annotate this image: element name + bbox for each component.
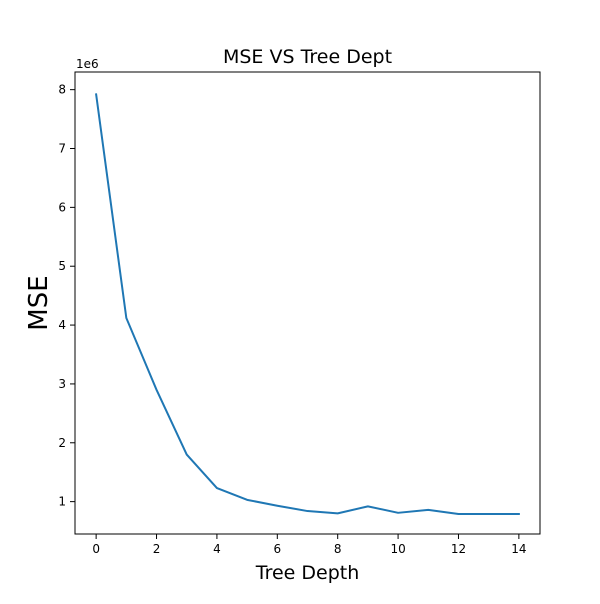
series-layer: [95, 93, 520, 515]
x-axis-label: Tree Depth: [255, 562, 360, 584]
series-line: [95, 93, 520, 515]
x-tick-label: 10: [390, 542, 405, 556]
y-tick-label: 2: [58, 436, 66, 450]
x-tick-label: 0: [92, 542, 100, 556]
y-axis-label: MSE: [24, 275, 54, 330]
y-tick-label: 4: [58, 318, 66, 332]
y-axis-ticks: 1 2 3 4 5 6 7 8: [58, 83, 75, 509]
x-tick-label: 14: [511, 542, 526, 556]
plot-frame: [74, 71, 541, 535]
y-tick-label: 1: [58, 495, 66, 509]
y-tick-label: 7: [58, 142, 66, 156]
x-axis-ticks: 0 2 4 6 8 10 12 14: [92, 534, 527, 556]
x-tick-label: 2: [153, 542, 161, 556]
chart-title: MSE VS Tree Dept: [223, 46, 392, 68]
plot-area: [75, 72, 540, 534]
y-offset-label: 1e6: [76, 57, 99, 71]
x-tick-label: 4: [213, 542, 221, 556]
plot-background: [75, 72, 540, 534]
x-tick-label: 8: [334, 542, 342, 556]
y-tick-label: 3: [58, 377, 66, 391]
y-tick-label: 6: [58, 200, 66, 214]
y-tick-label: 5: [58, 259, 66, 273]
y-tick-label: 8: [58, 83, 66, 97]
x-tick-label: 6: [273, 542, 281, 556]
x-tick-label: 12: [451, 542, 466, 556]
